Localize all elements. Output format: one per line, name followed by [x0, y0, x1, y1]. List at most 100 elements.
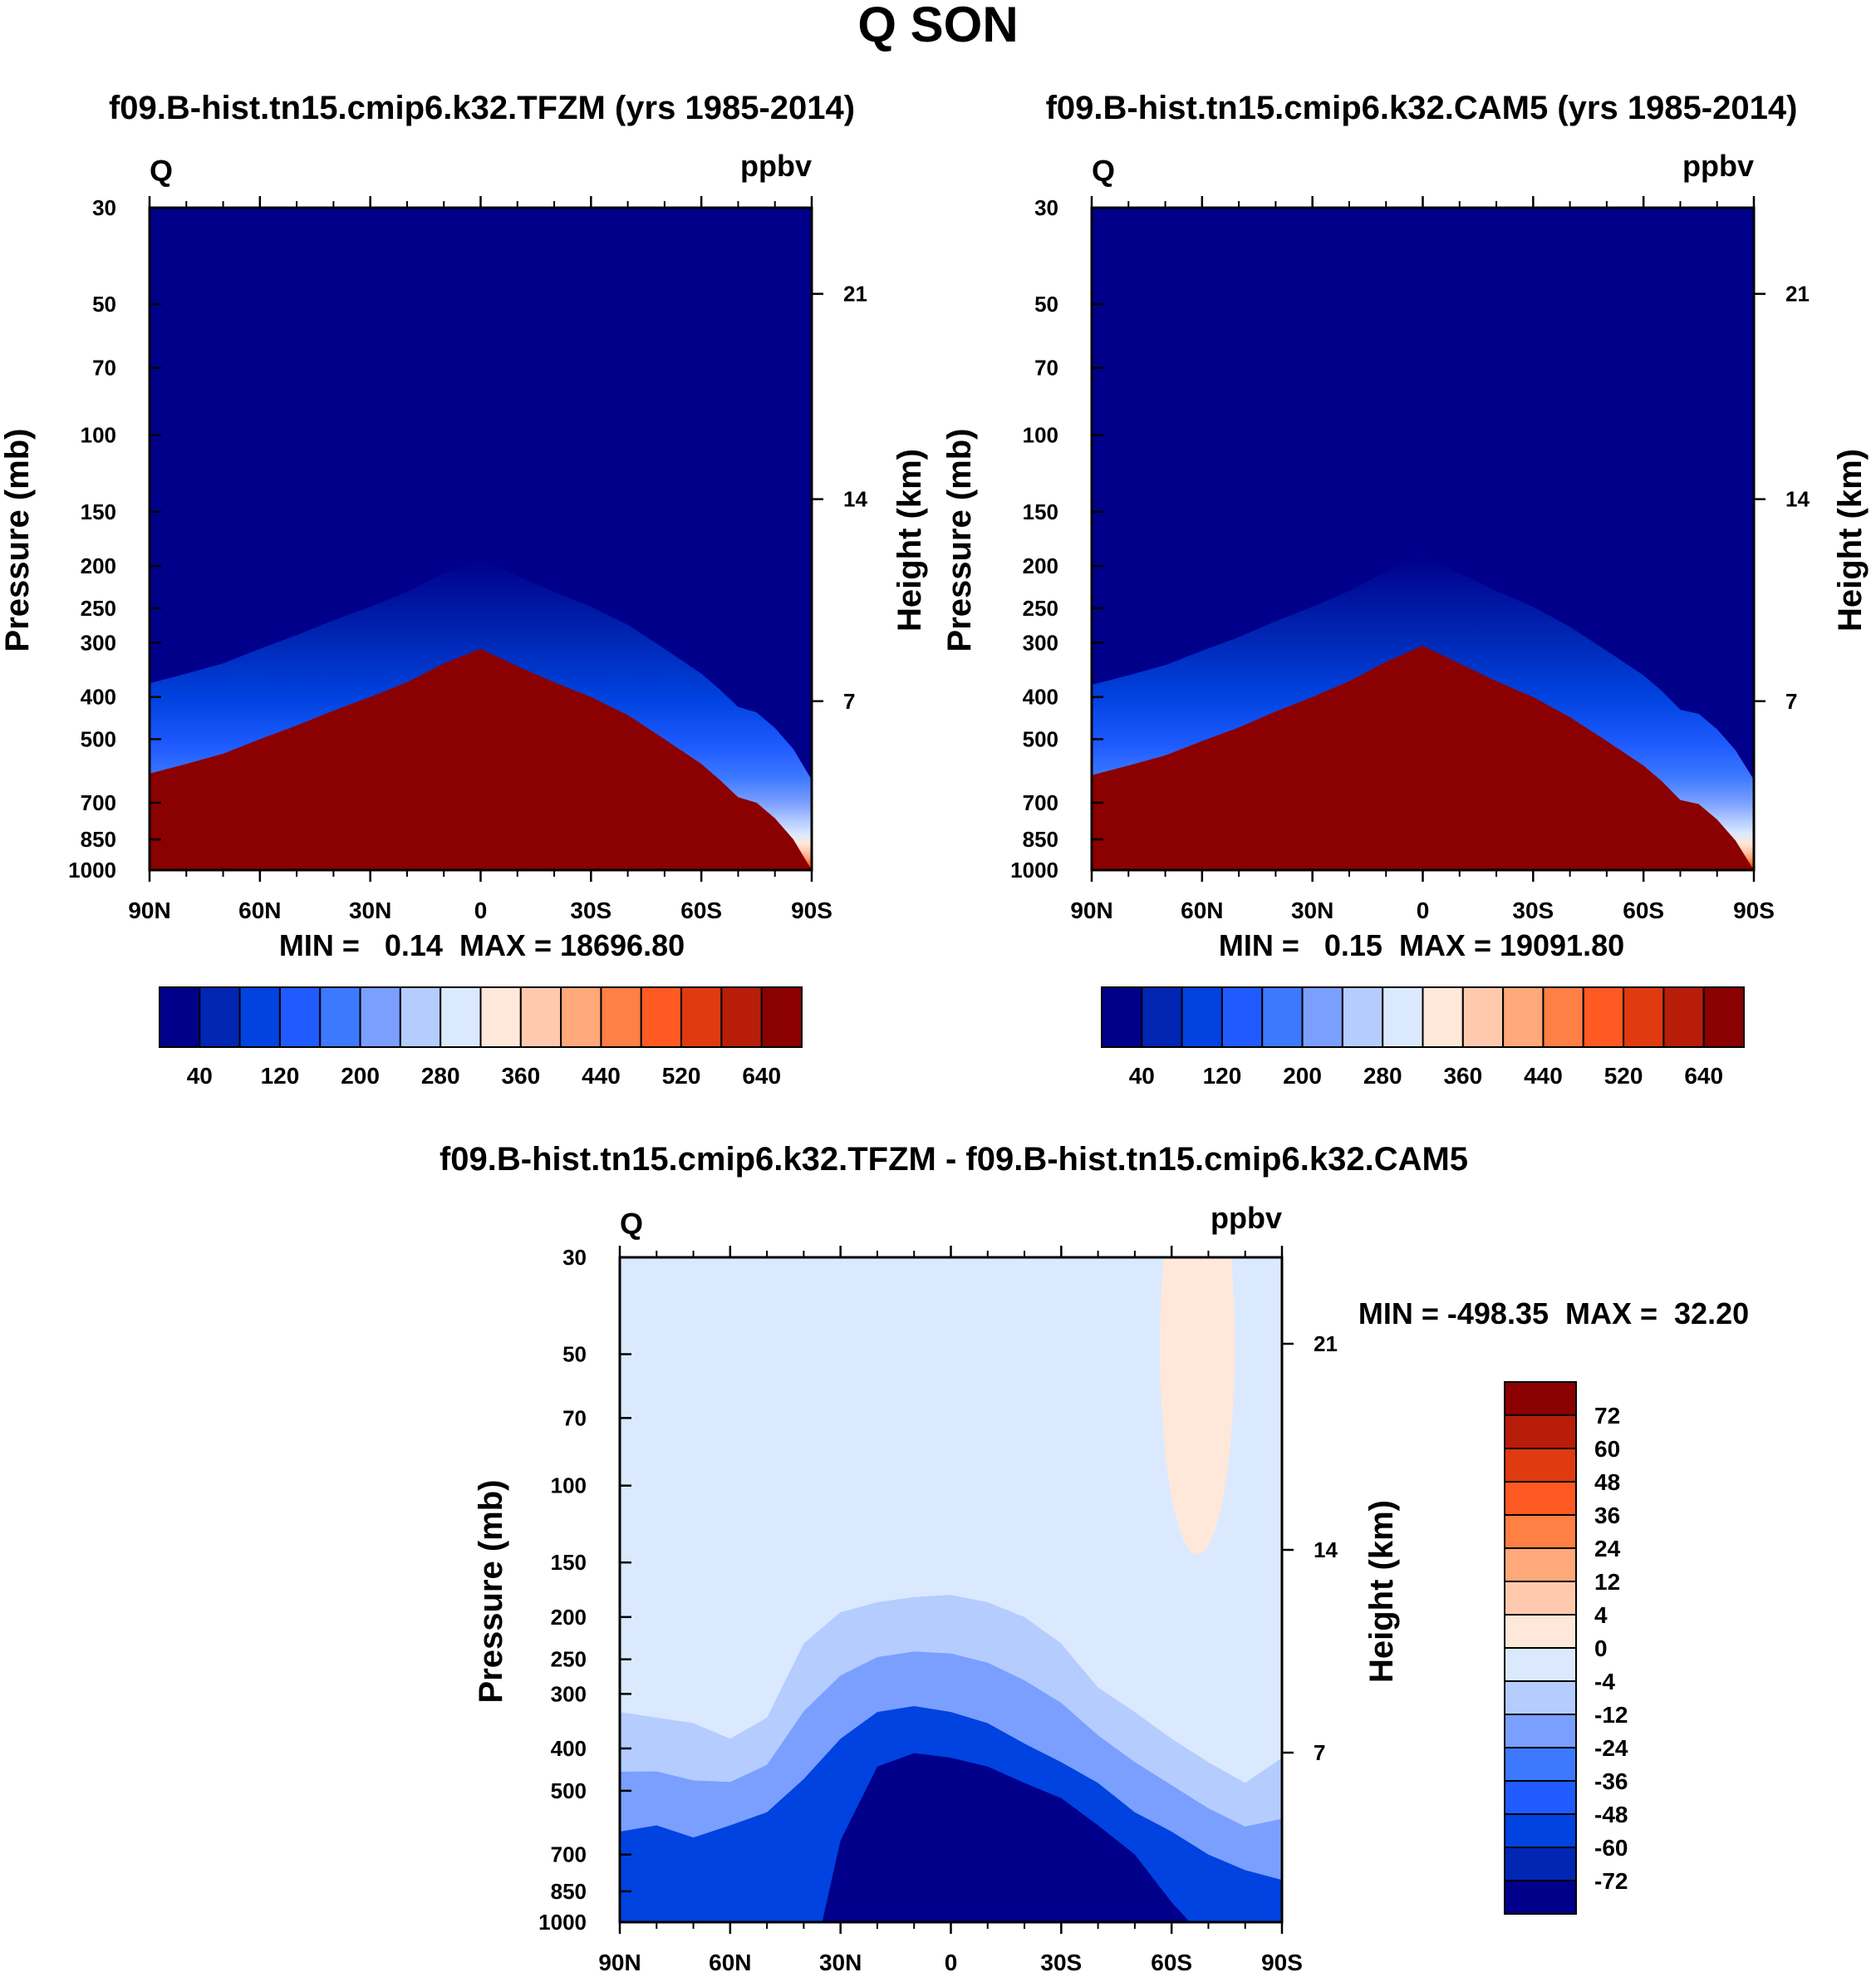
min-max-stats: MIN = -498.35 MAX = 32.20 [1358, 1296, 1749, 1330]
y-tick-label: 150 [81, 499, 116, 524]
colorbar-swatch [1504, 1381, 1577, 1416]
height-tick-label: 14 [843, 487, 867, 512]
y-tick-label: 400 [81, 685, 116, 710]
x-tick-label: 90N [1070, 898, 1112, 923]
y-tick-label: 500 [551, 1778, 587, 1803]
colorbar-swatch [199, 986, 241, 1048]
units-label: ppbv [740, 149, 812, 183]
y-tick-label: 30 [92, 195, 116, 220]
right-axis-label: Height (km) [1832, 449, 1869, 632]
plot-area [150, 208, 812, 870]
y-tick-label: 70 [92, 356, 116, 381]
colorbar-swatch [1181, 986, 1223, 1048]
y-tick-label: 1000 [538, 1910, 587, 1935]
colorbar-label: 120 [261, 1063, 300, 1089]
contour-core [822, 1753, 1191, 1922]
x-tick-label: 90N [128, 898, 170, 923]
colorbar-swatch [1504, 1813, 1577, 1848]
y-tick-label: 70 [1034, 356, 1058, 381]
colorbar-label: 12 [1594, 1569, 1620, 1595]
height-tick-label: 21 [843, 282, 867, 307]
x-tick-label: 60S [680, 898, 722, 923]
x-tick-label: 90S [1733, 898, 1775, 923]
y-tick-label: 700 [81, 790, 116, 815]
units-label: ppbv [1682, 149, 1754, 183]
colorbar-swatch [600, 986, 642, 1048]
colorbar-swatch [1504, 1481, 1577, 1516]
x-tick-label: 90S [1261, 1950, 1303, 1975]
y-tick-label: 300 [551, 1681, 587, 1706]
colorbar-label: 440 [1524, 1063, 1563, 1089]
contour-core [150, 648, 812, 870]
colorbar-label: 24 [1594, 1536, 1621, 1562]
colorbar-label: -24 [1594, 1735, 1628, 1761]
colorbar-swatch [519, 986, 562, 1048]
y-tick-label: 150 [1023, 499, 1058, 524]
colorbar-label: 60 [1594, 1436, 1620, 1462]
y-tick-label: 50 [562, 1342, 587, 1367]
height-axis-ticks: 21 14 7 [1754, 282, 1810, 714]
colorbar-swatch [1504, 1847, 1577, 1881]
colorbar-label: 520 [1604, 1063, 1643, 1089]
height-axis-ticks: 21 14 7 [1282, 1331, 1338, 1765]
y-tick-label: 250 [81, 596, 116, 621]
colorbar-swatch [238, 986, 281, 1048]
y-tick-label: 850 [1023, 827, 1058, 852]
x-tick-label: 0 [1417, 898, 1430, 923]
y-tick-label: 50 [1034, 292, 1058, 317]
colorbar-label: 520 [662, 1063, 701, 1089]
x-tick-label: 60N [1181, 898, 1223, 923]
colorbar-swatch [680, 986, 723, 1048]
colorbar-label: 0 [1594, 1635, 1608, 1661]
x-tick-label: 30N [1291, 898, 1333, 923]
colorbar-swatch [1261, 986, 1304, 1048]
y-tick-label: 50 [92, 292, 116, 317]
right-axis-label: Height (km) [1363, 1500, 1400, 1683]
colorbar-label: 280 [421, 1063, 460, 1089]
x-tick-label: 60N [709, 1950, 751, 1975]
variable-label: Q [620, 1207, 643, 1241]
panel-title: f09.B-hist.tn15.cmip6.k32.TFZM - f09.B-h… [440, 1141, 1468, 1178]
panel-top-left: f09.B-hist.tn15.cmip6.k32.TFZM (yrs 1985… [0, 90, 928, 1089]
plot-area [620, 1257, 1282, 1922]
x-tick-label: 0 [945, 1950, 958, 1975]
y-tick-label: 250 [551, 1647, 587, 1672]
colorbar-label: 36 [1594, 1502, 1620, 1528]
contour-core [1092, 646, 1754, 870]
panel-title: f09.B-hist.tn15.cmip6.k32.CAM5 (yrs 1985… [1046, 90, 1798, 126]
colorbar-swatch [1341, 986, 1384, 1048]
colorbar: 40 120 200 280 360 440 520 640 [1101, 986, 1745, 1089]
y-tick-label: 100 [551, 1473, 587, 1498]
colorbar-label: 120 [1203, 1063, 1242, 1089]
colorbar-label: 200 [1283, 1063, 1322, 1089]
colorbar-swatch [1702, 986, 1745, 1048]
colorbar-swatch [1461, 986, 1505, 1048]
colorbar-swatch [760, 986, 803, 1048]
colorbar: 72 60 48 36 24 12 4 0 -4 -12 -24 -36 -48 -60 -72 [1504, 1381, 1628, 1915]
x-tick-label: 30N [819, 1950, 862, 1975]
colorbar-label: 360 [1443, 1063, 1482, 1089]
x-axis-ticks: 90N 60N 30N 0 30S 60S 90S [598, 1246, 1303, 1975]
colorbar-label: -4 [1594, 1669, 1615, 1694]
x-tick-label: 30S [1040, 1950, 1082, 1975]
colorbar-swatch [278, 986, 322, 1048]
height-axis-ticks: 21 14 7 [812, 282, 867, 714]
y-tick-label: 150 [551, 1550, 587, 1575]
colorbar-swatch [1504, 1514, 1577, 1549]
colorbar-swatch [1502, 986, 1545, 1048]
y-tick-label: 300 [1023, 630, 1058, 655]
colorbar-swatch [1141, 986, 1183, 1048]
y-tick-label: 1000 [1010, 858, 1058, 883]
y-tick-label: 30 [562, 1245, 587, 1270]
y-tick-label: 200 [1023, 553, 1058, 578]
y-tick-label: 70 [562, 1405, 587, 1430]
min-max-stats: MIN = 0.15 MAX = 19091.80 [1219, 928, 1624, 962]
figure-title: Q SON [857, 0, 1018, 52]
colorbar-swatch [640, 986, 683, 1048]
colorbar-swatch [1504, 1414, 1577, 1449]
y-tick-label: 250 [1023, 596, 1058, 621]
colorbar-label: 72 [1594, 1403, 1620, 1429]
y-tick-label: 300 [81, 630, 116, 655]
height-tick-label: 7 [843, 689, 855, 714]
